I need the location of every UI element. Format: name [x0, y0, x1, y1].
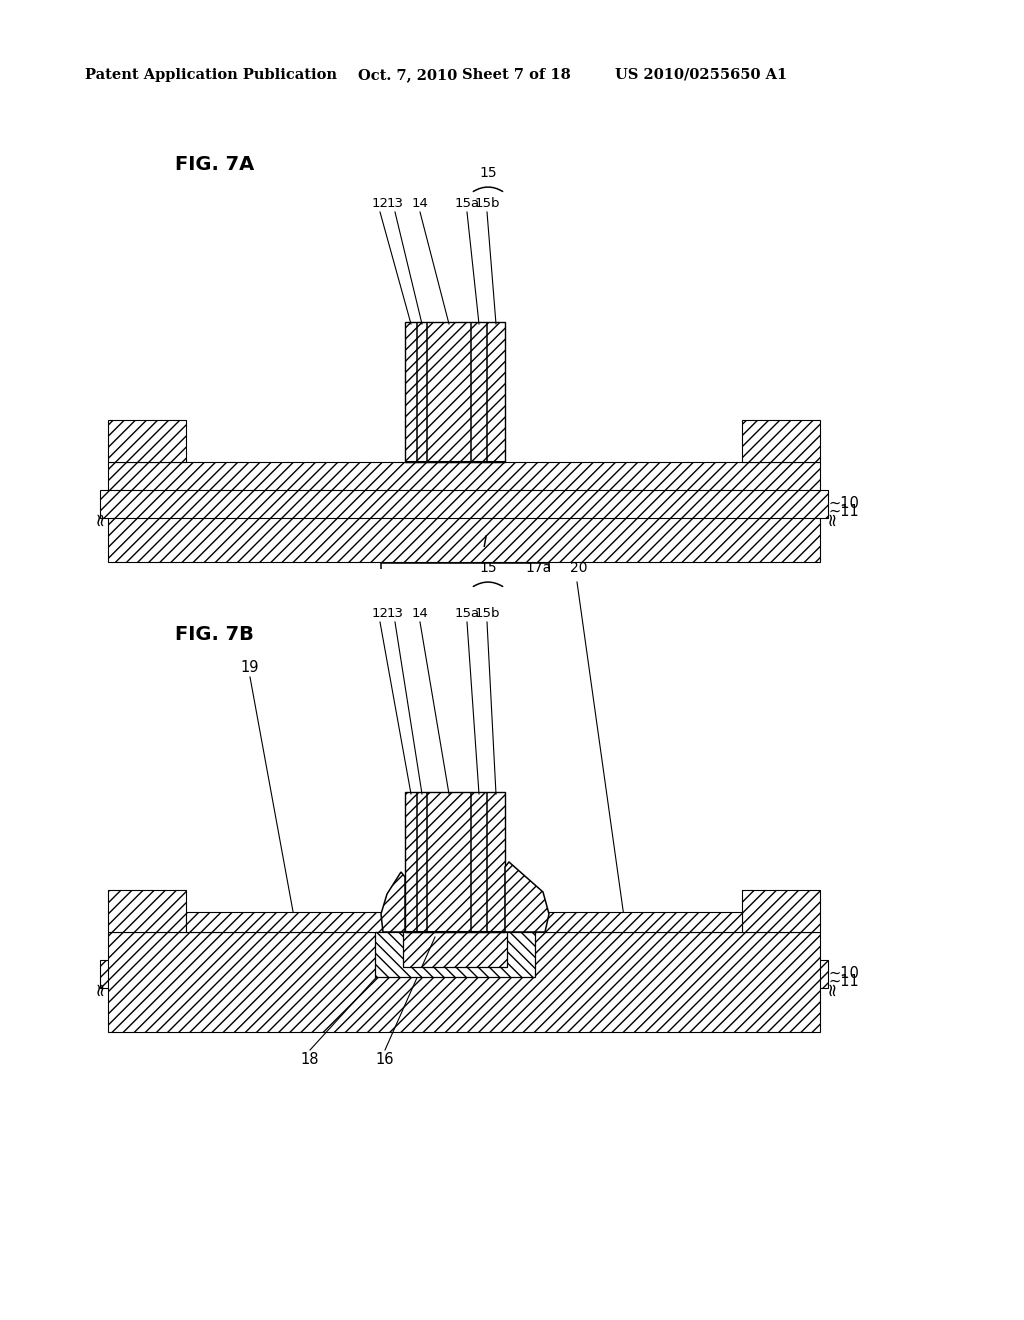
Text: Oct. 7, 2010: Oct. 7, 2010 [358, 69, 458, 82]
Text: ~11: ~11 [828, 974, 859, 990]
Bar [108, 932, 820, 1032]
Text: 17a: 17a [525, 561, 551, 576]
Text: FIG. 7B: FIG. 7B [175, 624, 254, 644]
Text: ≈: ≈ [823, 981, 841, 997]
Text: 15: 15 [479, 166, 497, 180]
Text: 14: 14 [412, 197, 428, 210]
Text: ≈: ≈ [823, 511, 841, 525]
Text: 15b: 15b [474, 607, 500, 620]
Text: Patent Application Publication: Patent Application Publication [85, 69, 337, 82]
Text: 15: 15 [479, 561, 497, 576]
Text: ~10: ~10 [828, 966, 859, 982]
Text: US 2010/0255650 A1: US 2010/0255650 A1 [615, 69, 787, 82]
Text: ~11: ~11 [828, 504, 859, 520]
Text: 15b: 15b [474, 197, 500, 210]
Bar [406, 792, 505, 932]
Text: 13: 13 [386, 607, 403, 620]
Bar [108, 420, 186, 462]
Bar [406, 322, 505, 462]
Text: 20: 20 [570, 561, 588, 576]
Bar [186, 912, 403, 932]
Bar [100, 960, 828, 987]
Text: ~10: ~10 [828, 496, 859, 511]
Bar [742, 890, 820, 932]
Bar [108, 890, 186, 932]
Text: FIG. 7A: FIG. 7A [175, 154, 254, 174]
Text: ≈: ≈ [91, 981, 109, 997]
Polygon shape [381, 873, 406, 932]
Text: 19: 19 [241, 660, 259, 675]
Text: 13: 13 [386, 197, 403, 210]
Text: Sheet 7 of 18: Sheet 7 of 18 [462, 69, 570, 82]
Bar [742, 420, 820, 462]
Bar [100, 490, 828, 517]
Text: 12: 12 [372, 197, 388, 210]
Polygon shape [505, 862, 549, 932]
Text: 15a: 15a [455, 197, 479, 210]
Text: 18: 18 [301, 1052, 319, 1067]
Text: ≈: ≈ [91, 511, 109, 525]
Text: 15a: 15a [455, 607, 479, 620]
Polygon shape [375, 932, 535, 977]
Bar [108, 462, 820, 562]
Text: I: I [482, 535, 487, 550]
Text: 16: 16 [376, 1052, 394, 1067]
Text: 14: 14 [412, 607, 428, 620]
Bar [507, 912, 742, 932]
Text: 12: 12 [372, 607, 388, 620]
